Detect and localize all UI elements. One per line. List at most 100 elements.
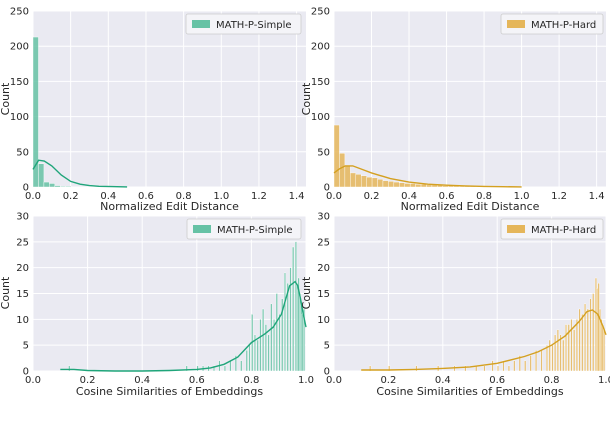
chart-panel-1: 0.0 0.2 0.4 0.6 0.8 1.0 1.2 1.4 0 50 100 150 200 250 N… (0, 7, 306, 213)
x-axis-label: Normalized Edit Distance (100, 200, 239, 213)
x-tick-label: 1.0 (598, 375, 610, 386)
y-tick-label: 0 (324, 183, 330, 194)
x-tick-label: 0.6 (489, 375, 505, 386)
x-tick-label: 1.4 (289, 191, 305, 202)
kde-curve (60, 280, 307, 372)
histogram-bar (278, 313, 281, 372)
y-tick-label: 100 (311, 112, 330, 123)
histogram-bar (535, 350, 538, 372)
x-tick-label: 0.4 (100, 191, 116, 202)
histogram-bar (196, 365, 199, 372)
histogram-bar (388, 365, 391, 372)
x-tick-label: 0.2 (380, 375, 396, 386)
y-tick-label: 0 (324, 367, 330, 378)
histogram-bar (369, 365, 372, 372)
histogram-bar (38, 163, 45, 188)
histogram-bar (267, 334, 270, 372)
legend-box (185, 13, 302, 35)
legend-label: MATH-P-Simple (217, 225, 293, 236)
x-tick-label: 0.8 (544, 375, 560, 386)
x-tick-label: 0.6 (189, 375, 205, 386)
histogram-bar (548, 339, 551, 372)
y-tick-label: 15 (16, 289, 29, 300)
histogram-bar (415, 365, 418, 372)
histogram-bar (578, 308, 581, 372)
histogram-bar (399, 182, 405, 188)
histogram-bar (275, 293, 278, 372)
legend: MATH-P-Simple (185, 13, 302, 35)
y-axis-label: Count (0, 276, 12, 309)
histogram-bar (464, 365, 467, 372)
histogram-bar (245, 350, 248, 372)
x-tick-label: 0.8 (476, 191, 492, 202)
histogram-bar (497, 365, 500, 372)
histogram-bar (491, 360, 494, 372)
histogram-bar (589, 298, 592, 372)
histogram-bar (229, 360, 232, 372)
histogram-bar (248, 344, 251, 372)
x-tick-label: 0.0 (25, 375, 41, 386)
histogram-bar (502, 360, 505, 372)
legend-label: MATH-P-Hard (531, 20, 596, 31)
legend-box (186, 218, 302, 240)
legend-swatch (507, 225, 525, 233)
histogram-bar (344, 165, 351, 188)
legend: MATH-P-Simple (186, 218, 302, 240)
x-axis-label: Normalized Edit Distance (401, 200, 540, 213)
x-axis-label: Cosine Similarities of Embeddings (76, 385, 263, 398)
histogram-bar (43, 181, 50, 188)
histogram-bar (60, 186, 66, 188)
x-tick-label: 0.2 (80, 375, 96, 386)
histogram-bar (404, 183, 411, 188)
x-tick-label: 0.6 (138, 191, 154, 202)
x-axis-label: Cosine Similarities of Embeddings (376, 385, 563, 398)
y-tick-label: 0 (23, 367, 29, 378)
histogram-bar (603, 329, 606, 372)
histogram-bar (350, 172, 356, 188)
histogram-bar (388, 181, 395, 188)
y-axis-label: Count (300, 276, 313, 309)
histogram-bar (355, 174, 362, 188)
histogram-bar (562, 339, 565, 372)
histogram-bar (409, 183, 416, 188)
histogram-bar (426, 184, 433, 188)
histogram-bar (507, 365, 510, 372)
histogram-bar (292, 246, 295, 372)
histogram-bar (581, 313, 584, 372)
x-tick-label: 0.0 (25, 191, 41, 202)
x-tick-label: 0.4 (134, 375, 150, 386)
histogram-bar (273, 319, 276, 372)
histogram-bar (366, 176, 373, 188)
x-tick-label: 0.2 (63, 191, 79, 202)
kde-curve (361, 309, 607, 371)
histogram-bar (32, 36, 39, 188)
histogram-bar (559, 334, 562, 372)
histogram-bar (283, 272, 286, 372)
x-tick-label: 1.4 (589, 191, 605, 202)
histogram-bar (554, 334, 557, 372)
histogram-bar (382, 180, 389, 188)
histogram-bar (54, 185, 61, 188)
x-tick-label: 0.8 (243, 375, 259, 386)
histogram-bar (518, 355, 521, 372)
histogram-bar (361, 175, 367, 188)
histogram-bar (371, 177, 378, 188)
plot-area (33, 11, 306, 187)
histogram-bar (270, 303, 273, 372)
histogram-bar (289, 267, 292, 372)
y-tick-label: 50 (16, 147, 29, 158)
y-tick-label: 15 (317, 289, 330, 300)
legend-label: MATH-P-Hard (531, 225, 596, 236)
y-tick-label: 25 (317, 237, 330, 248)
histogram-bar (65, 186, 72, 188)
y-tick-label: 30 (317, 212, 330, 223)
y-tick-label: 5 (324, 341, 330, 352)
legend: MATH-P-Hard (500, 13, 604, 35)
histogram-bar (68, 365, 71, 372)
histogram-bar (483, 365, 486, 372)
histogram-bar (256, 339, 259, 372)
legend-box (500, 218, 604, 240)
kde-curve (32, 159, 128, 188)
histogram-bar (253, 334, 256, 372)
histogram-bar (281, 298, 284, 372)
